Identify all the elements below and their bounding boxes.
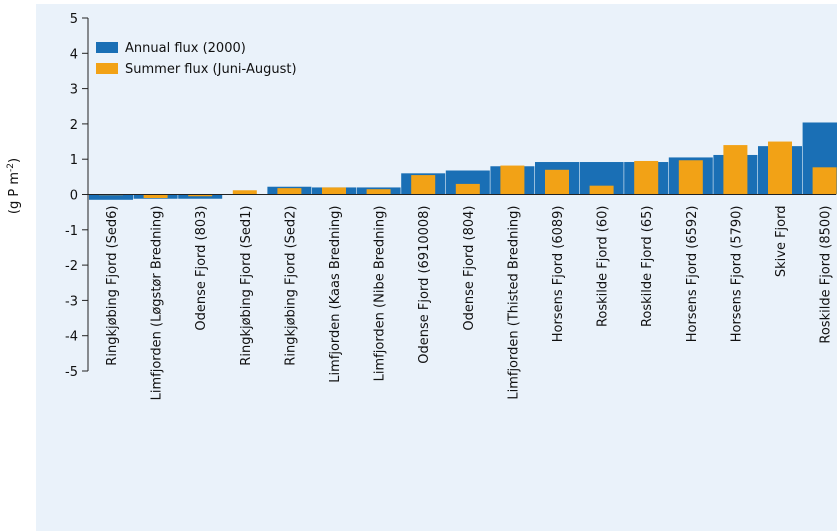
bar-summer-14 [723, 145, 748, 195]
y-axis-label: (g P m-2) [6, 158, 22, 214]
bar-summer-3 [232, 190, 257, 195]
y-tick-label-5: 0 [70, 189, 78, 204]
category-label-15: Skive Fjord [774, 206, 789, 278]
bar-summer-15 [768, 141, 792, 195]
category-label-5: Limfjorden (Kaas Bredning) [328, 206, 343, 383]
category-label-13: Horsens Fjord (6592) [685, 206, 700, 343]
bar-summer-16 [812, 167, 837, 195]
y-tick-label-0: 5 [70, 12, 78, 27]
bar-summer-7 [411, 175, 436, 195]
bar-summer-1 [143, 194, 168, 199]
legend-label-summer: Summer flux (Juni-August) [125, 62, 297, 77]
legend: Annual flux (2000) Summer flux (Juni-Aug… [96, 41, 297, 77]
category-label-9: Limfjorden (Thisted Bredning) [506, 206, 521, 400]
y-tick-label-4: 1 [70, 153, 78, 168]
y-tick-label-1: 4 [70, 47, 78, 62]
category-label-0: Ringkjøbing Fjord (Sed6) [105, 206, 120, 366]
bar-summer-5 [322, 187, 346, 195]
y-axis-label-superscript: -2 [6, 163, 16, 172]
bar-summer-6 [366, 189, 391, 195]
bars-layer [89, 122, 837, 200]
category-label-2: Odense Fjord (803) [194, 206, 209, 331]
category-label-4: Ringkjøbing Fjord (Sed2) [283, 206, 298, 366]
bar-summer-12 [634, 160, 659, 195]
bar-summer-2 [188, 194, 213, 197]
legend-swatch-summer [96, 63, 118, 74]
bar-annual-0 [89, 194, 133, 200]
category-label-7: Odense Fjord (6910008) [417, 206, 432, 364]
category-label-14: Horsens Fjord (5790) [729, 206, 744, 343]
bar-summer-10 [545, 169, 569, 195]
chart-background [36, 4, 837, 531]
category-label-6: Limfjorden (Nibe Bredning) [373, 206, 388, 382]
y-tick-label-8: -3 [65, 294, 78, 309]
y-tick-label-6: -1 [65, 224, 78, 239]
bar-summer-4 [277, 188, 302, 195]
category-label-8: Odense Fjord (804) [462, 206, 477, 331]
bar-summer-8 [455, 183, 480, 195]
y-tick-label-9: -4 [65, 330, 78, 345]
category-label-3: Ringkjøbing Fjord (Sed1) [239, 206, 254, 366]
y-tick-label-3: 2 [70, 118, 78, 133]
y-tick-label-2: 3 [70, 83, 78, 98]
axis-layer: Ringkjøbing Fjord (Sed6) Limfjorden (Løgs… [65, 12, 836, 400]
y-tick-label-7: -2 [65, 259, 78, 274]
bar-annual-2 [178, 194, 223, 199]
bar-summer-9 [500, 165, 525, 195]
legend-label-annual: Annual flux (2000) [125, 41, 246, 56]
category-label-10: Horsens Fjord (6089) [551, 206, 566, 343]
legend-swatch-annual [96, 42, 118, 53]
category-label-11: Roskilde Fjord (60) [596, 206, 611, 328]
category-label-1: Limfjorden (Løgstør Bredning) [150, 206, 165, 401]
bar-summer-13 [678, 160, 703, 195]
y-tick-label-10: -5 [65, 365, 78, 380]
bar-summer-11 [589, 185, 614, 195]
category-label-12: Roskilde Fjord (65) [640, 206, 655, 328]
category-label-16: Roskilde Fjord (8500) [819, 206, 834, 344]
